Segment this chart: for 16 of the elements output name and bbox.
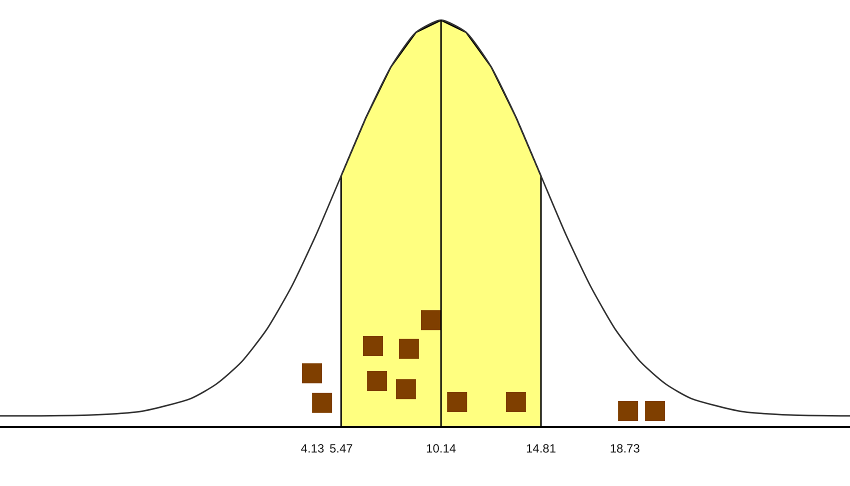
x-tick-label: 4.13 xyxy=(300,441,324,456)
point xyxy=(396,379,416,400)
point xyxy=(618,400,638,421)
point xyxy=(398,338,419,359)
x-tick-label: 14.81 xyxy=(526,441,556,456)
point xyxy=(302,363,322,384)
point xyxy=(367,370,388,391)
point xyxy=(312,392,332,413)
x-tick-label: 18.73 xyxy=(610,441,640,456)
x-tick-label: 10.14 xyxy=(426,441,456,456)
point xyxy=(363,336,383,356)
point xyxy=(447,392,468,412)
point xyxy=(420,310,441,330)
x-tick-label: 5.47 xyxy=(329,441,354,456)
point xyxy=(645,400,666,421)
point xyxy=(506,392,526,412)
